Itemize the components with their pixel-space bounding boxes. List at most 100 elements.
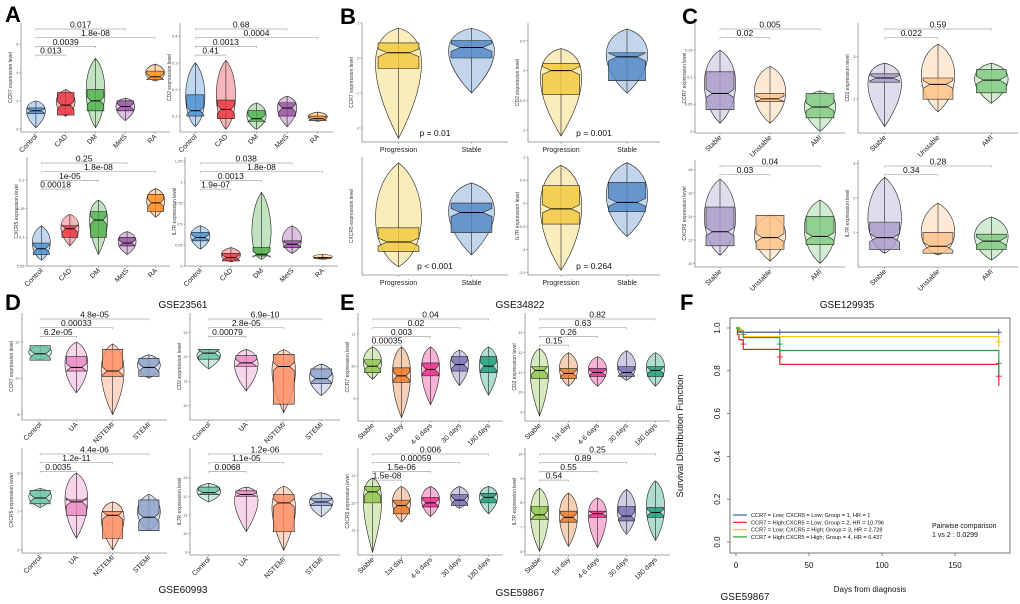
comparison-bracket <box>40 171 157 174</box>
comparison-bracket <box>539 453 656 456</box>
y-tick-label: 0 <box>16 127 19 132</box>
y-tick-label: -1 <box>522 247 526 252</box>
y-tick-label: 0.05 <box>17 263 26 268</box>
comparison-bracket <box>372 462 460 465</box>
box <box>618 366 635 377</box>
censor-mark <box>776 329 783 336</box>
comparison-bracket <box>719 28 821 31</box>
p-value-label: 0.04 <box>762 157 779 167</box>
pairwise-comparison-label: Pairwise comparison <box>932 523 997 530</box>
box <box>393 367 410 383</box>
comparison-bracket <box>719 165 821 168</box>
y-tick-label: 10 <box>351 364 356 369</box>
comparison-bracket <box>35 37 156 40</box>
box <box>451 356 468 372</box>
p-value-label: 1.2e-11 <box>62 453 90 463</box>
box <box>102 348 124 377</box>
y-tick-label: 2 <box>853 195 856 200</box>
p-value-label: 0.03 <box>737 165 754 175</box>
box <box>86 89 105 112</box>
y-tick-label: 0.75 <box>175 201 184 206</box>
y-axis-label: CD2 expression level <box>845 54 851 101</box>
x-tick-label: Control <box>23 421 44 442</box>
box <box>197 486 220 496</box>
x-tick-label: UA <box>68 421 80 433</box>
comparison-bracket <box>35 54 67 57</box>
y-tick-label: 0.15 <box>685 47 694 52</box>
censor-mark <box>776 353 783 360</box>
y-axis-label: CXCR5 expression level <box>682 186 688 240</box>
panel-letter-d: D <box>5 290 21 315</box>
comparison-bracket <box>539 479 569 482</box>
p-value-label: 0.68 <box>233 20 250 30</box>
subplot-a4: 0 0.25 0.5 0.75 1 1.25 IL7R expression level Co… <box>172 154 338 288</box>
x-tick-label: 30 days <box>441 422 464 445</box>
box <box>186 94 205 117</box>
comparison-bracket <box>539 318 656 321</box>
x-tick-label: Stable <box>357 556 376 575</box>
y-tick-label: 7 <box>17 509 20 514</box>
y-tick-label: 3 <box>853 54 856 59</box>
comparison-bracket <box>208 336 247 338</box>
x-tick-label: 4-6 days <box>410 422 434 446</box>
comparison-bracket <box>884 28 992 31</box>
y-tick-label: 11 <box>351 331 356 336</box>
y-tick-label: 0.3 <box>172 60 178 65</box>
y-tick-label: 0 <box>690 129 693 134</box>
box <box>393 499 410 515</box>
comparison-bracket <box>35 28 126 31</box>
x-tick-label: Stable <box>462 280 482 287</box>
p-value-label: 0.005 <box>759 20 781 30</box>
y-tick-label: 13 <box>518 330 523 335</box>
p-value-label: 1.8e-08 <box>84 162 113 172</box>
y-tick-label: 0.8 <box>713 365 722 377</box>
x-tick-label: 30 days <box>608 556 631 579</box>
p-value-label: 0.25 <box>589 445 606 455</box>
x-tick-label: Stable <box>869 268 888 287</box>
y-tick-label: -1 <box>356 90 360 95</box>
comparison-bracket <box>372 479 402 482</box>
p-value-label: 0.00035 <box>372 336 403 346</box>
subplot-b3: CXCR5 expression level Progression Stable p… <box>349 157 508 287</box>
y-tick-label: 0.2 <box>172 87 178 92</box>
comparison-bracket <box>884 174 939 177</box>
comparison-bracket <box>194 46 257 48</box>
x-tick-label: STEMI <box>132 421 152 441</box>
comparison-bracket <box>35 46 96 48</box>
x-tick-label: DM <box>252 267 265 280</box>
comparison-bracket <box>539 336 598 338</box>
box <box>272 494 295 533</box>
y-tick-label: 9 <box>520 476 523 481</box>
comparison-bracket <box>199 180 262 182</box>
censor-mark <box>776 341 783 348</box>
p-value-label: 0.038 <box>236 154 258 164</box>
y-axis-label: CCR7 expression level <box>349 57 355 108</box>
p-value-label: 0.0039 <box>53 37 79 47</box>
x-tick-label: MetS <box>279 267 296 284</box>
x-tick-label: MetS <box>274 133 291 150</box>
axis-lines <box>694 160 845 268</box>
p-value-label: 0.41 <box>202 46 219 56</box>
y-axis-label: CCR7 expression level <box>682 53 688 104</box>
x-tick-label: RA <box>147 267 159 279</box>
y-tick-label: 0.5 <box>177 221 183 226</box>
axis-lines <box>857 160 1018 268</box>
box <box>450 40 493 59</box>
box <box>976 233 1007 251</box>
x-axis-label: Days from diagnosis <box>834 585 906 594</box>
x-tick-label: DM <box>89 267 102 280</box>
axis-lines <box>857 23 1018 134</box>
box <box>61 224 79 238</box>
x-tick-label: DM <box>86 133 99 146</box>
x-tick-label: 180 days <box>634 422 659 447</box>
comparison-bracket <box>719 37 771 40</box>
y-tick-label: 10 <box>15 376 20 381</box>
box <box>869 221 900 251</box>
y-tick-label: 8 <box>17 412 20 417</box>
p-value-label: 0.013 <box>40 46 62 56</box>
comparison-bracket <box>208 462 285 465</box>
comparison-bracket <box>39 318 150 321</box>
censor-mark <box>995 338 1002 345</box>
